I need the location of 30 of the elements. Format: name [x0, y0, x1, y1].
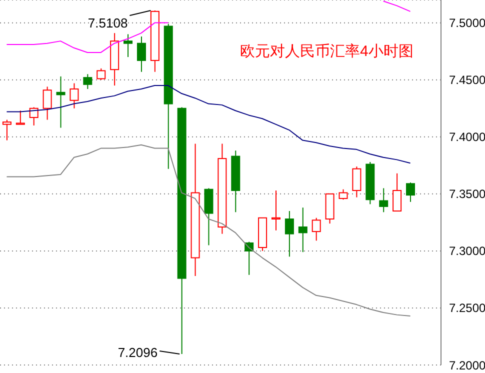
candlestick — [379, 188, 388, 213]
candlestick — [284, 210, 294, 258]
annotation: 7.2096 — [118, 345, 158, 360]
candlestick — [56, 76, 66, 128]
y-tick-label: 7.3500 — [449, 187, 485, 202]
y-tick-label: 7.3000 — [449, 244, 485, 258]
candlestick — [392, 172, 402, 212]
y-tick-label: 7.2000 — [449, 358, 485, 372]
candlestick — [298, 207, 308, 253]
y-tick-label: 7.4000 — [449, 130, 485, 144]
candlestick — [136, 36, 146, 72]
text: 欧元对人民币汇率4小时图 — [240, 42, 414, 61]
candlestick — [96, 68, 106, 80]
candlestick — [70, 82, 79, 109]
y-tick-label: 7.2500 — [449, 301, 485, 316]
candlestick — [29, 106, 38, 126]
y-tick-label: 7.5000 — [449, 16, 485, 30]
y-tick-label: 7.4500 — [449, 73, 485, 88]
candlestick — [406, 182, 416, 202]
candlestick — [312, 217, 321, 242]
candlestick — [338, 188, 348, 200]
annotation: 7.5108 — [88, 15, 128, 30]
line-series — [6, 85, 411, 164]
candlestick — [83, 74, 92, 90]
candlestick — [204, 188, 214, 246]
candlestick — [16, 110, 25, 125]
candlestick — [124, 34, 133, 58]
candlestick — [352, 166, 362, 198]
candlestick — [42, 86, 52, 120]
candlestick — [271, 190, 280, 231]
